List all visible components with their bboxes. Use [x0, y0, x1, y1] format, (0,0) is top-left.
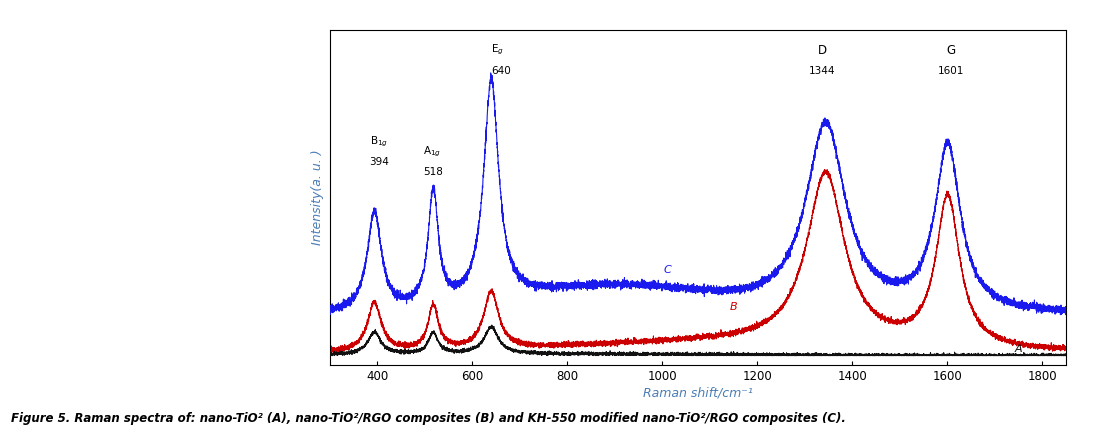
Text: Figure 5. Raman spectra of: nano-TiO² (A), nano-TiO²/RGO composites (B) and KH-5: Figure 5. Raman spectra of: nano-TiO² (A… — [11, 412, 846, 425]
Text: A$_{1g}$: A$_{1g}$ — [423, 144, 442, 159]
Text: E$_{g}$: E$_{g}$ — [491, 43, 504, 57]
Text: 640: 640 — [491, 66, 511, 76]
Text: B: B — [730, 302, 737, 312]
Y-axis label: Intensity(a. u. ): Intensity(a. u. ) — [311, 150, 324, 245]
X-axis label: Raman shift/cm⁻¹: Raman shift/cm⁻¹ — [643, 387, 753, 400]
Text: C: C — [663, 265, 670, 275]
Text: 518: 518 — [423, 167, 443, 177]
Text: 1344: 1344 — [809, 66, 835, 76]
Text: A: A — [1014, 344, 1022, 354]
Text: G: G — [946, 44, 956, 57]
Text: 1601: 1601 — [937, 66, 964, 76]
Text: D: D — [818, 44, 826, 57]
Text: 394: 394 — [369, 157, 389, 167]
Text: B$_{1g}$: B$_{1g}$ — [369, 134, 388, 149]
